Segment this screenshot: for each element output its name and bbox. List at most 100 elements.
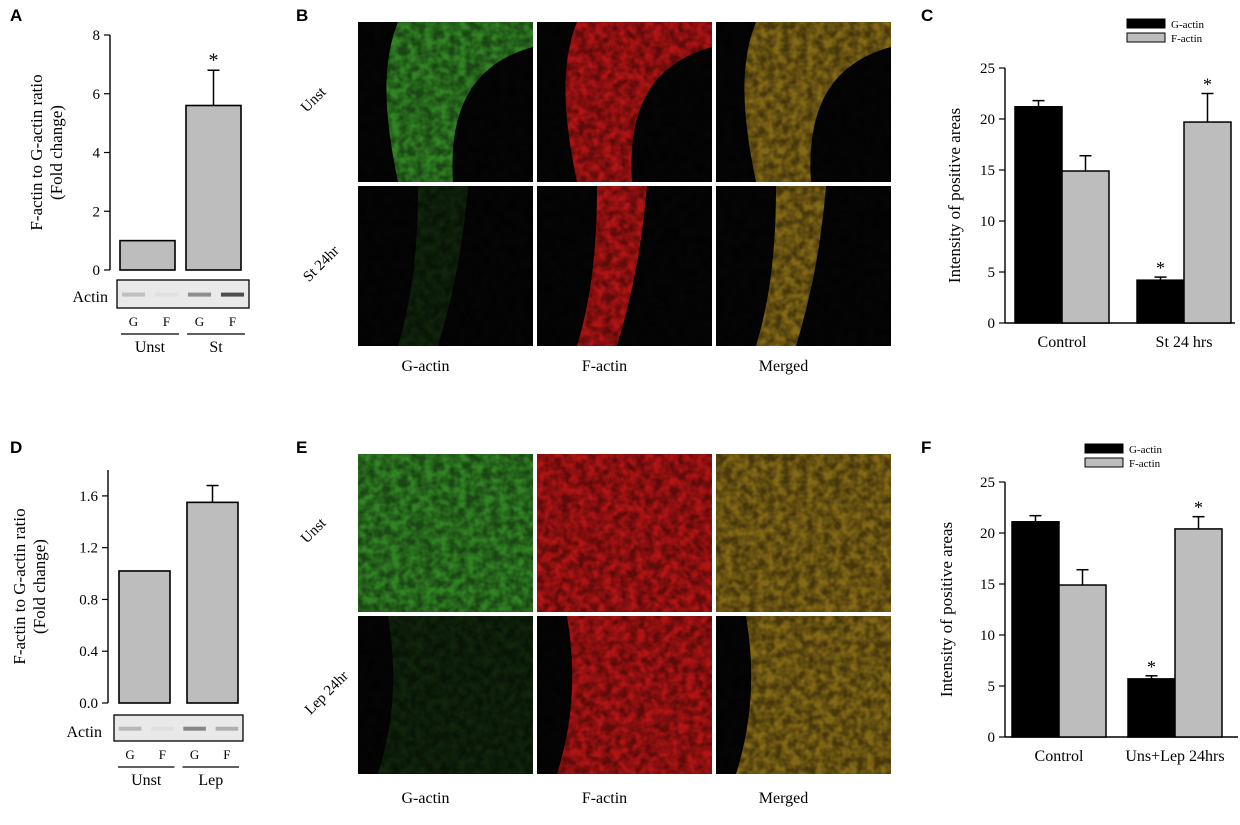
micrograph-merged-unst <box>716 22 891 182</box>
bar <box>185 104 242 271</box>
micrograph-column-caption: G-actin <box>401 358 450 375</box>
bar-f-actin <box>1183 121 1232 324</box>
chart-c-intensity: 0 5 10 15 20 25 Intensity of positive areas Con… <box>945 18 1235 351</box>
tissue-stain <box>716 616 891 774</box>
group-label: St <box>209 339 223 356</box>
y-tick-label: 0.8 <box>79 592 98 608</box>
blot-band <box>220 292 245 297</box>
legend-swatch <box>1084 443 1124 454</box>
y-tick-label: 0.0 <box>79 696 98 712</box>
blot-band <box>215 726 239 731</box>
significance-marker: * <box>1194 498 1203 518</box>
y-tick-label: 25 <box>980 475 995 491</box>
micrograph-f-actin-unst <box>537 22 712 182</box>
significance-marker: * <box>1147 657 1156 677</box>
micrograph-g-actin-unst <box>358 22 533 182</box>
tissue-stain <box>358 22 533 182</box>
blot-label: Actin <box>66 724 102 741</box>
group-label: Lep <box>198 772 223 789</box>
bar <box>186 501 239 704</box>
lane-label: G <box>129 314 138 329</box>
micrograph-row-label: Unst <box>298 515 330 547</box>
micrograph-column-caption: F-actin <box>581 790 628 807</box>
bar-f-actin <box>1061 170 1110 324</box>
bar-g-actin <box>1127 678 1176 738</box>
micrograph-row-label: St 24hr <box>300 243 343 286</box>
bar <box>118 570 171 704</box>
micrograph-column-caption: Merged <box>758 358 809 375</box>
tissue-stain <box>358 616 533 774</box>
panel-label-f: F <box>921 438 932 457</box>
micrograph-g-actin-treated <box>358 186 533 346</box>
chart-d-fold-change: 0.0 0.4 0.8 1.2 1.6 F-actin to G-actin ratio(… <box>10 470 244 789</box>
legend-label: F-actin <box>1171 33 1203 45</box>
blot-band <box>154 292 179 297</box>
panel-label-d: D <box>10 438 23 457</box>
y-tick-label: 15 <box>980 577 995 593</box>
y-axis-label: F-actin to G-actin ratio <box>27 74 46 230</box>
y-axis-label: Intensity of positive areas <box>945 108 964 283</box>
group-label: Unst <box>135 339 166 356</box>
tissue-stain <box>537 22 712 182</box>
lane-label: G <box>195 314 204 329</box>
micrograph-f-actin-treated <box>537 186 712 346</box>
y-axis-label: (Fold change) <box>30 539 49 634</box>
western-blot-image <box>113 714 244 742</box>
y-tick-label: 1.6 <box>79 489 98 505</box>
y-axis-label: Intensity of positive areas <box>937 522 956 697</box>
micrograph-f-actin-treated <box>537 616 712 774</box>
micrograph-column-caption: Merged <box>758 790 809 807</box>
y-tick-label: 10 <box>980 214 995 230</box>
micrograph-row-label: Lep 24hr <box>301 668 352 719</box>
y-tick-label: 25 <box>980 61 995 77</box>
legend-label: F-actin <box>1129 458 1161 470</box>
lane-label: G <box>190 747 199 762</box>
y-tick-label: 2 <box>93 204 101 220</box>
bar-f-actin <box>1174 528 1223 738</box>
lane-label: F <box>159 747 166 762</box>
y-axis-label: F-actin to G-actin ratio <box>10 508 29 664</box>
y-tick-label: 5 <box>988 265 996 281</box>
y-tick-label: 15 <box>980 163 995 179</box>
blot-band <box>118 726 142 731</box>
y-tick-label: 0.4 <box>79 644 98 660</box>
x-category-label: Control <box>1035 748 1084 765</box>
micrograph-g-actin-treated <box>358 616 533 774</box>
y-axis-label: (Fold change) <box>47 105 66 200</box>
tissue-stain <box>537 186 712 346</box>
legend-swatch <box>1126 18 1166 29</box>
micrograph-f-actin-unst <box>537 454 712 612</box>
tissue-stain <box>358 186 533 346</box>
y-tick-label: 8 <box>93 28 101 44</box>
legend-swatch <box>1084 457 1124 468</box>
lane-label: F <box>229 314 236 329</box>
y-tick-label: 20 <box>980 526 995 542</box>
y-tick-label: 5 <box>988 679 996 695</box>
y-tick-label: 1.2 <box>79 541 98 557</box>
bar-g-actin <box>1136 279 1185 324</box>
micrograph-row-label: Unst <box>298 84 330 116</box>
y-tick-label: 6 <box>93 87 101 103</box>
legend-swatch <box>1126 32 1166 43</box>
bar-f-actin <box>1058 584 1107 738</box>
significance-marker: * <box>209 49 219 71</box>
chart-f-intensity: 0 5 10 15 20 25 Intensity of positive areas Con… <box>937 443 1238 765</box>
lane-label: F <box>223 747 230 762</box>
micrograph-column-caption: G-actin <box>401 790 450 807</box>
tissue-stain <box>716 22 891 182</box>
blot-label: Actin <box>72 289 108 306</box>
micrograph-column-caption: F-actin <box>581 358 628 375</box>
chart-a-fold-change: 0 2 4 6 8 F-actin to G-actin ratio (Fold chang… <box>27 28 250 356</box>
panel-label-b: B <box>296 6 309 25</box>
bar <box>119 239 176 271</box>
y-tick-label: 0 <box>988 730 996 746</box>
tissue-stain <box>537 454 712 612</box>
micrograph-merged-unst <box>716 454 891 612</box>
panel-label-c: C <box>921 6 934 25</box>
blot-band <box>183 726 206 731</box>
legend-label: G-actin <box>1129 444 1162 456</box>
lane-label: G <box>125 747 134 762</box>
micrograph-g-actin-unst <box>358 454 533 612</box>
micrograph-merged-treated <box>716 616 891 774</box>
legend-label: G-actin <box>1171 19 1204 31</box>
